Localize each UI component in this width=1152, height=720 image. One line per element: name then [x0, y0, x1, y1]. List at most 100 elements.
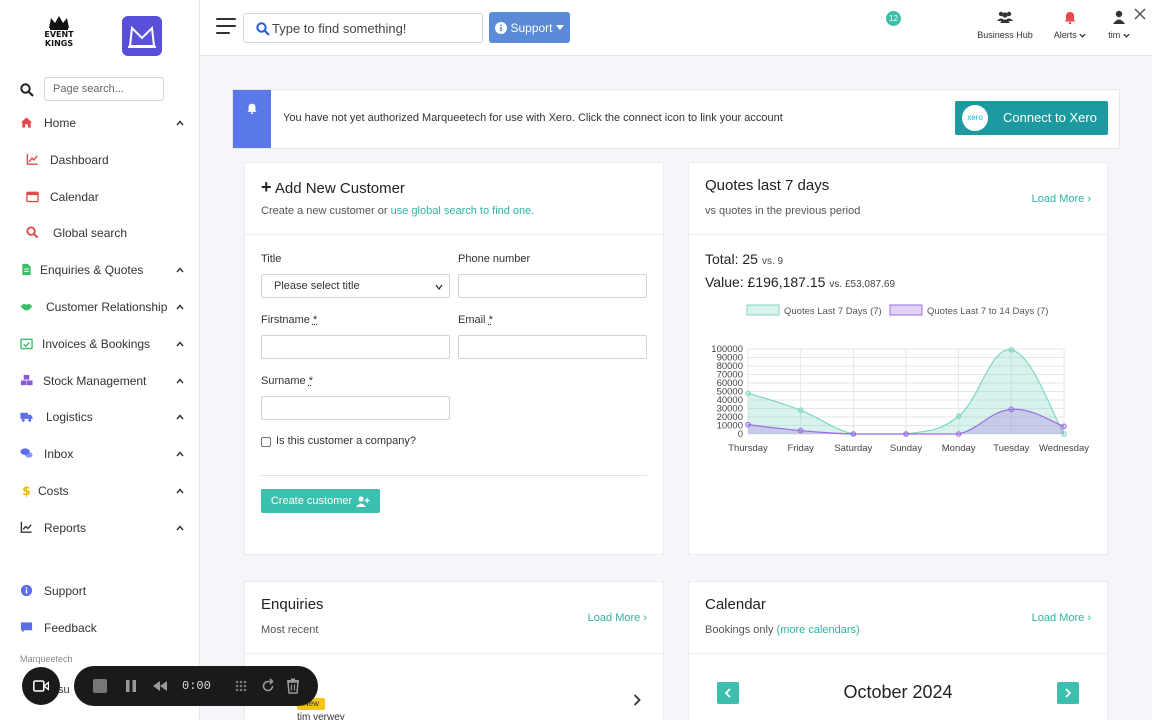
- caret-down-icon: [556, 25, 564, 31]
- sidebar: EVENT KINGS Home Dashboard Calendar Global …: [0, 0, 200, 720]
- sidebar-item-support[interactable]: Support: [0, 579, 200, 603]
- calendar-subtitle: Bookings only (more calendars): [705, 624, 860, 636]
- chevron-up-icon[interactable]: [176, 487, 184, 495]
- calendar-load-more-link[interactable]: Load More ›: [1032, 612, 1091, 624]
- data-point[interactable]: [1009, 348, 1014, 353]
- sidebar-item-dashboard[interactable]: Dashboard: [0, 148, 200, 172]
- calendar-icon: [26, 190, 39, 203]
- company-checkbox[interactable]: [261, 437, 271, 447]
- quotes-load-more-link[interactable]: Load More ›: [1032, 193, 1091, 205]
- create-customer-button[interactable]: Create customer: [261, 489, 380, 513]
- x-tick-label: Sunday: [890, 443, 922, 454]
- more-calendars-link[interactable]: (more calendars): [777, 624, 860, 636]
- org-label: Marqueetech: [20, 654, 73, 664]
- calendar-prev-button[interactable]: [717, 682, 739, 704]
- data-point[interactable]: [956, 432, 961, 437]
- chevron-up-icon[interactable]: [176, 450, 184, 458]
- x-tick-label: Tuesday: [993, 443, 1029, 454]
- search-icon: [26, 226, 39, 239]
- info-icon: [495, 22, 507, 34]
- legend-label: Quotes Last 7 Days (7): [784, 306, 882, 317]
- enquiries-load-more-link[interactable]: Load More ›: [588, 612, 647, 624]
- chevron-up-icon[interactable]: [176, 340, 184, 348]
- connect-xero-label: Connect to Xero: [1003, 110, 1097, 125]
- add-customer-subtitle: Create a new customer or use global sear…: [261, 205, 534, 217]
- page-search-input[interactable]: [44, 77, 164, 101]
- enquiries-subtitle: Most recent: [261, 624, 318, 636]
- sidebar-item-logistics[interactable]: Logistics: [0, 405, 200, 429]
- pause-icon[interactable]: [124, 678, 138, 694]
- sidebar-item-label: Invoices & Bookings: [42, 337, 150, 351]
- sidebar-item-global-search[interactable]: Global search: [0, 221, 200, 245]
- chevron-up-icon[interactable]: [176, 266, 184, 274]
- data-point[interactable]: [1009, 407, 1014, 412]
- legend-swatch-1: [747, 305, 779, 315]
- data-point[interactable]: [904, 432, 909, 437]
- data-point[interactable]: [1062, 424, 1067, 429]
- chevron-up-icon[interactable]: [176, 119, 184, 127]
- email-input[interactable]: [458, 335, 647, 359]
- sidebar-item-reports[interactable]: Reports: [0, 516, 200, 540]
- data-point[interactable]: [851, 432, 856, 437]
- bell-icon: [246, 102, 258, 114]
- sidebar-item-costs[interactable]: $ Costs: [0, 479, 200, 503]
- global-search-input[interactable]: [272, 14, 478, 42]
- sidebar-item-enquiries-quotes[interactable]: Enquiries & Quotes: [0, 258, 200, 282]
- event-kings-logo[interactable]: EVENT KINGS: [40, 14, 78, 58]
- data-point[interactable]: [798, 428, 803, 433]
- support-dropdown-button[interactable]: Support: [489, 12, 570, 43]
- add-customer-card: + Add New Customer Create a new customer…: [244, 162, 664, 555]
- camera-button[interactable]: [22, 667, 60, 705]
- data-point[interactable]: [798, 408, 803, 413]
- chevron-right-icon: [1064, 688, 1072, 698]
- user-plus-icon: [356, 496, 370, 507]
- quotes-total: Total: 25 vs. 9: [705, 251, 783, 267]
- sidebar-item-customer-relationship[interactable]: Customer Relationship: [0, 295, 200, 319]
- trash-icon[interactable]: [286, 678, 300, 694]
- phone-label: Phone number: [458, 253, 530, 265]
- grid-icon[interactable]: [234, 678, 248, 694]
- rewind-icon[interactable]: [152, 678, 168, 694]
- business-hub-button[interactable]: Business Hub: [977, 10, 1033, 40]
- chevron-up-icon[interactable]: [176, 303, 184, 311]
- stop-icon[interactable]: [92, 678, 108, 694]
- connect-xero-button[interactable]: xero Connect to Xero: [955, 101, 1108, 135]
- sidebar-item-label: Calendar: [50, 190, 99, 204]
- support-label: Support: [510, 21, 552, 35]
- sidebar-item-home[interactable]: Home: [0, 111, 200, 135]
- chevron-up-icon[interactable]: [176, 413, 184, 421]
- search-icon: [256, 22, 270, 36]
- sidebar-item-calendar[interactable]: Calendar: [0, 185, 200, 209]
- crown-icon: [47, 14, 71, 30]
- sidebar-item-inbox[interactable]: Inbox: [0, 442, 200, 466]
- chevron-down-icon: [1123, 33, 1130, 38]
- chevron-up-icon[interactable]: [176, 377, 184, 385]
- brand-area: EVENT KINGS: [0, 0, 199, 70]
- quotes-total-vs: vs. 9: [762, 256, 783, 267]
- hamburger-menu-icon[interactable]: [216, 18, 236, 36]
- calendar-next-button[interactable]: [1057, 682, 1079, 704]
- user-menu-button[interactable]: tim: [1104, 10, 1134, 40]
- marqueetech-logo[interactable]: [122, 16, 162, 56]
- chevron-right-icon[interactable]: [633, 694, 641, 706]
- firstname-input[interactable]: [261, 335, 450, 359]
- sidebar-item-label: Home: [44, 116, 76, 130]
- sidebar-item-invoices-bookings[interactable]: Invoices & Bookings: [0, 332, 200, 356]
- chevron-up-icon[interactable]: [176, 524, 184, 532]
- title-select[interactable]: Please select title: [261, 274, 450, 298]
- quotes-header: Quotes last 7 days vs quotes in the prev…: [689, 163, 1107, 235]
- phone-input[interactable]: [458, 274, 647, 298]
- close-icon[interactable]: [1134, 8, 1146, 20]
- data-point[interactable]: [746, 391, 751, 396]
- sidebar-item-feedback[interactable]: Feedback: [0, 616, 200, 640]
- global-search-link[interactable]: use global search to find one.: [391, 205, 535, 217]
- sidebar-item-stock-management[interactable]: Stock Management: [0, 369, 200, 393]
- enquiry-customer-name[interactable]: tim verwey: [297, 712, 345, 720]
- sidebar-item-label: Enquiries & Quotes: [40, 263, 143, 277]
- surname-input[interactable]: [261, 396, 450, 420]
- data-point[interactable]: [956, 414, 961, 419]
- restart-icon[interactable]: [260, 678, 276, 694]
- data-point[interactable]: [746, 422, 751, 427]
- alerts-button[interactable]: Alerts: [1050, 10, 1090, 40]
- calendar-title: Calendar: [705, 596, 766, 613]
